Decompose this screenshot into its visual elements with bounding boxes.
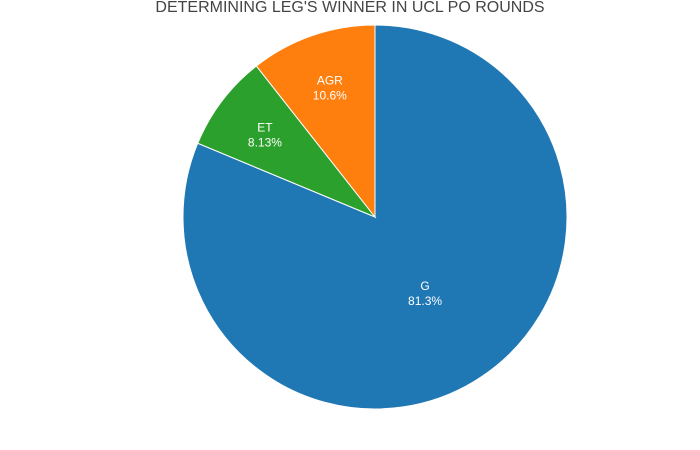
slice-percent-et: 8.13% (248, 135, 282, 149)
pie-slice-et[interactable] (197, 65, 377, 219)
pie-slice-agr[interactable] (255, 24, 376, 219)
slice-percent-agr: 10.6% (313, 88, 347, 102)
slice-label-g: G (420, 279, 429, 293)
pie-slices (182, 24, 568, 410)
slice-label-agr: AGR (317, 73, 343, 87)
chart-title: DETERMINING LEG'S WINNER IN UCL PO ROUND… (155, 0, 545, 16)
slice-percent-g: 81.3% (408, 294, 442, 308)
slice-label-et: ET (257, 120, 273, 134)
